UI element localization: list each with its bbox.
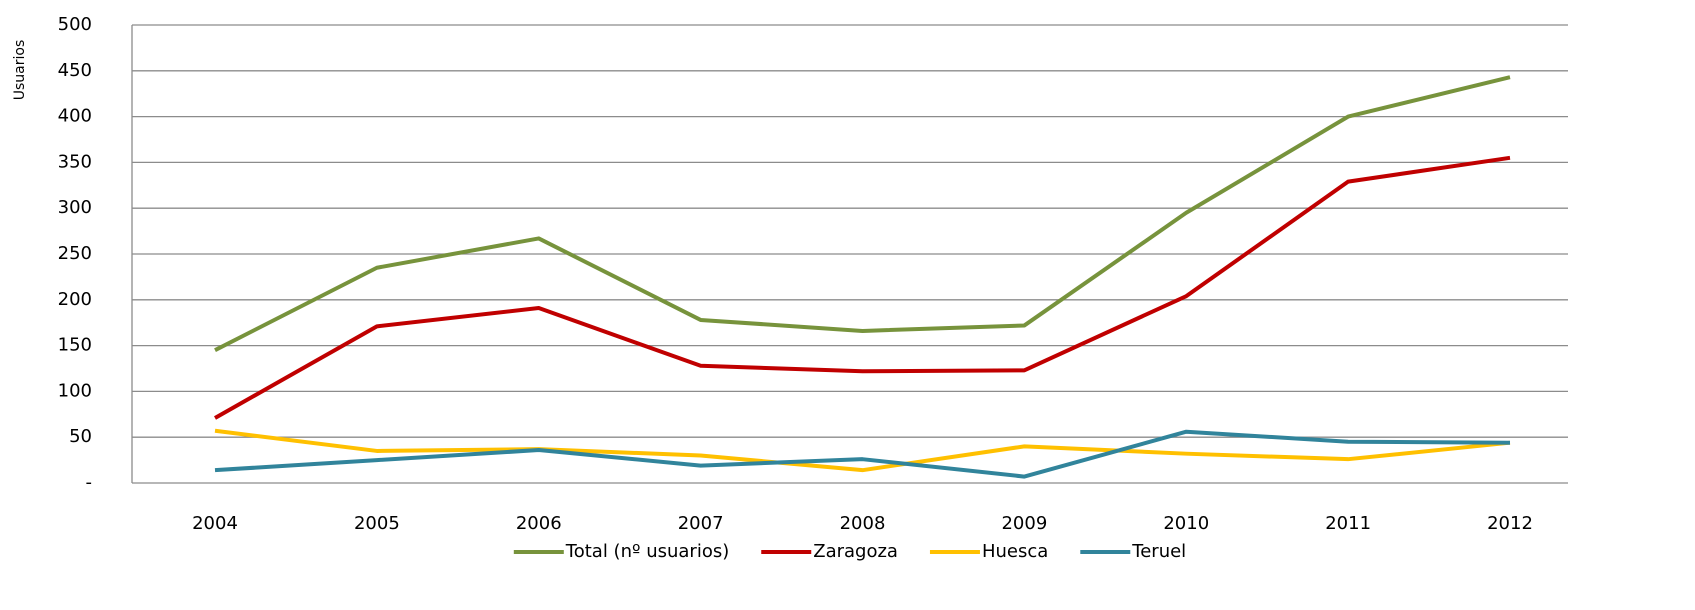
legend-label: Zaragoza	[813, 541, 898, 562]
y-tick-label: 200	[58, 289, 92, 310]
x-tick-label: 2005	[354, 513, 400, 534]
y-tick-label: 350	[58, 151, 92, 172]
x-tick-label: 2004	[192, 513, 238, 534]
x-tick-label: 2006	[516, 513, 562, 534]
y-tick-label: -	[86, 472, 93, 493]
series-line	[214, 429, 1511, 479]
x-tick-label: 2007	[678, 513, 724, 534]
y-tick-label: 100	[58, 380, 92, 401]
series-line	[214, 75, 1511, 352]
y-tick-label: 300	[58, 197, 92, 218]
y-tick-label: 250	[58, 243, 92, 264]
x-tick-label: 2010	[1163, 513, 1209, 534]
series-line	[214, 155, 1511, 420]
y-tick-label: 450	[58, 60, 92, 81]
legend-label: Teruel	[1131, 541, 1186, 562]
legend-label: Total (nº usuarios)	[565, 541, 729, 562]
y-tick-label: 500	[58, 14, 92, 35]
x-tick-label: 2008	[840, 513, 886, 534]
x-tick-label: 2012	[1487, 513, 1533, 534]
y-axis-label: Usuarios	[12, 40, 28, 101]
x-tick-label: 2009	[1001, 513, 1047, 534]
series-line	[214, 428, 1511, 473]
y-tick-label: 50	[69, 426, 92, 447]
x-tick-label: 2011	[1325, 513, 1371, 534]
y-tick-label: 400	[58, 106, 92, 127]
y-tick-label: 150	[58, 335, 92, 356]
legend-label: Huesca	[982, 541, 1048, 562]
